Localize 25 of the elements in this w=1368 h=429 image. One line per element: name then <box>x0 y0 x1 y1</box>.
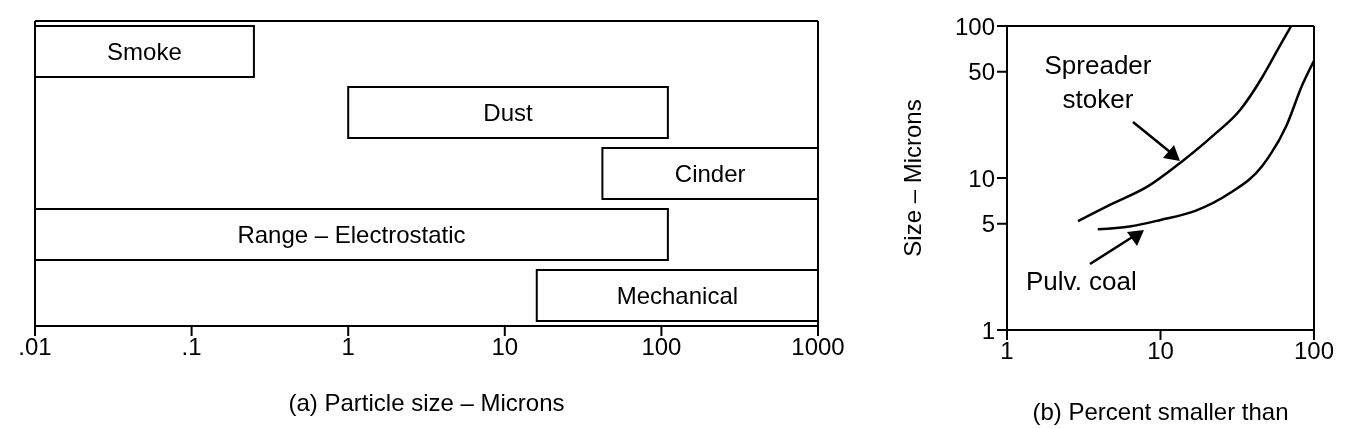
y-tick-label: Mechanical <box>616 281 739 309</box>
x-axis-title: (b) Percent smaller than <box>1032 398 1289 425</box>
text: Spreader stoker <box>1043 49 1153 116</box>
y-tick-label: Smoke <box>107 37 182 65</box>
y-axis-title: Size – Microns <box>898 99 926 257</box>
y-tick-label: 1 <box>981 316 995 344</box>
y-tick-label: Dust <box>483 98 534 126</box>
x-tick-label: 100 <box>641 333 682 361</box>
y-tick-label: 10 <box>968 164 995 192</box>
x-tick-label: 1000 <box>791 333 845 361</box>
y-tick-label: 50 <box>968 58 995 86</box>
x-tick-label: 100 <box>1293 337 1335 365</box>
x-tick-label: 10 <box>491 333 519 361</box>
y-tick-label: Range – Electrostatic <box>237 220 466 248</box>
y-tick-label: 5 <box>981 210 995 238</box>
bar <box>347 85 669 139</box>
legend-label: Pulv. coal <box>1026 266 1137 297</box>
x-tick-label: 1 <box>1000 337 1014 365</box>
y-tick-label: Cinder <box>674 159 746 187</box>
x-tick-label: 10 <box>1147 337 1174 365</box>
y-tick-label: 100 <box>954 12 995 40</box>
x-axis-title: (a) Particle size – Microns <box>288 389 565 416</box>
x-tick-label: .1 <box>181 333 202 361</box>
x-tick-label: .01 <box>18 333 52 361</box>
x-tick-label: 1 <box>341 333 355 361</box>
